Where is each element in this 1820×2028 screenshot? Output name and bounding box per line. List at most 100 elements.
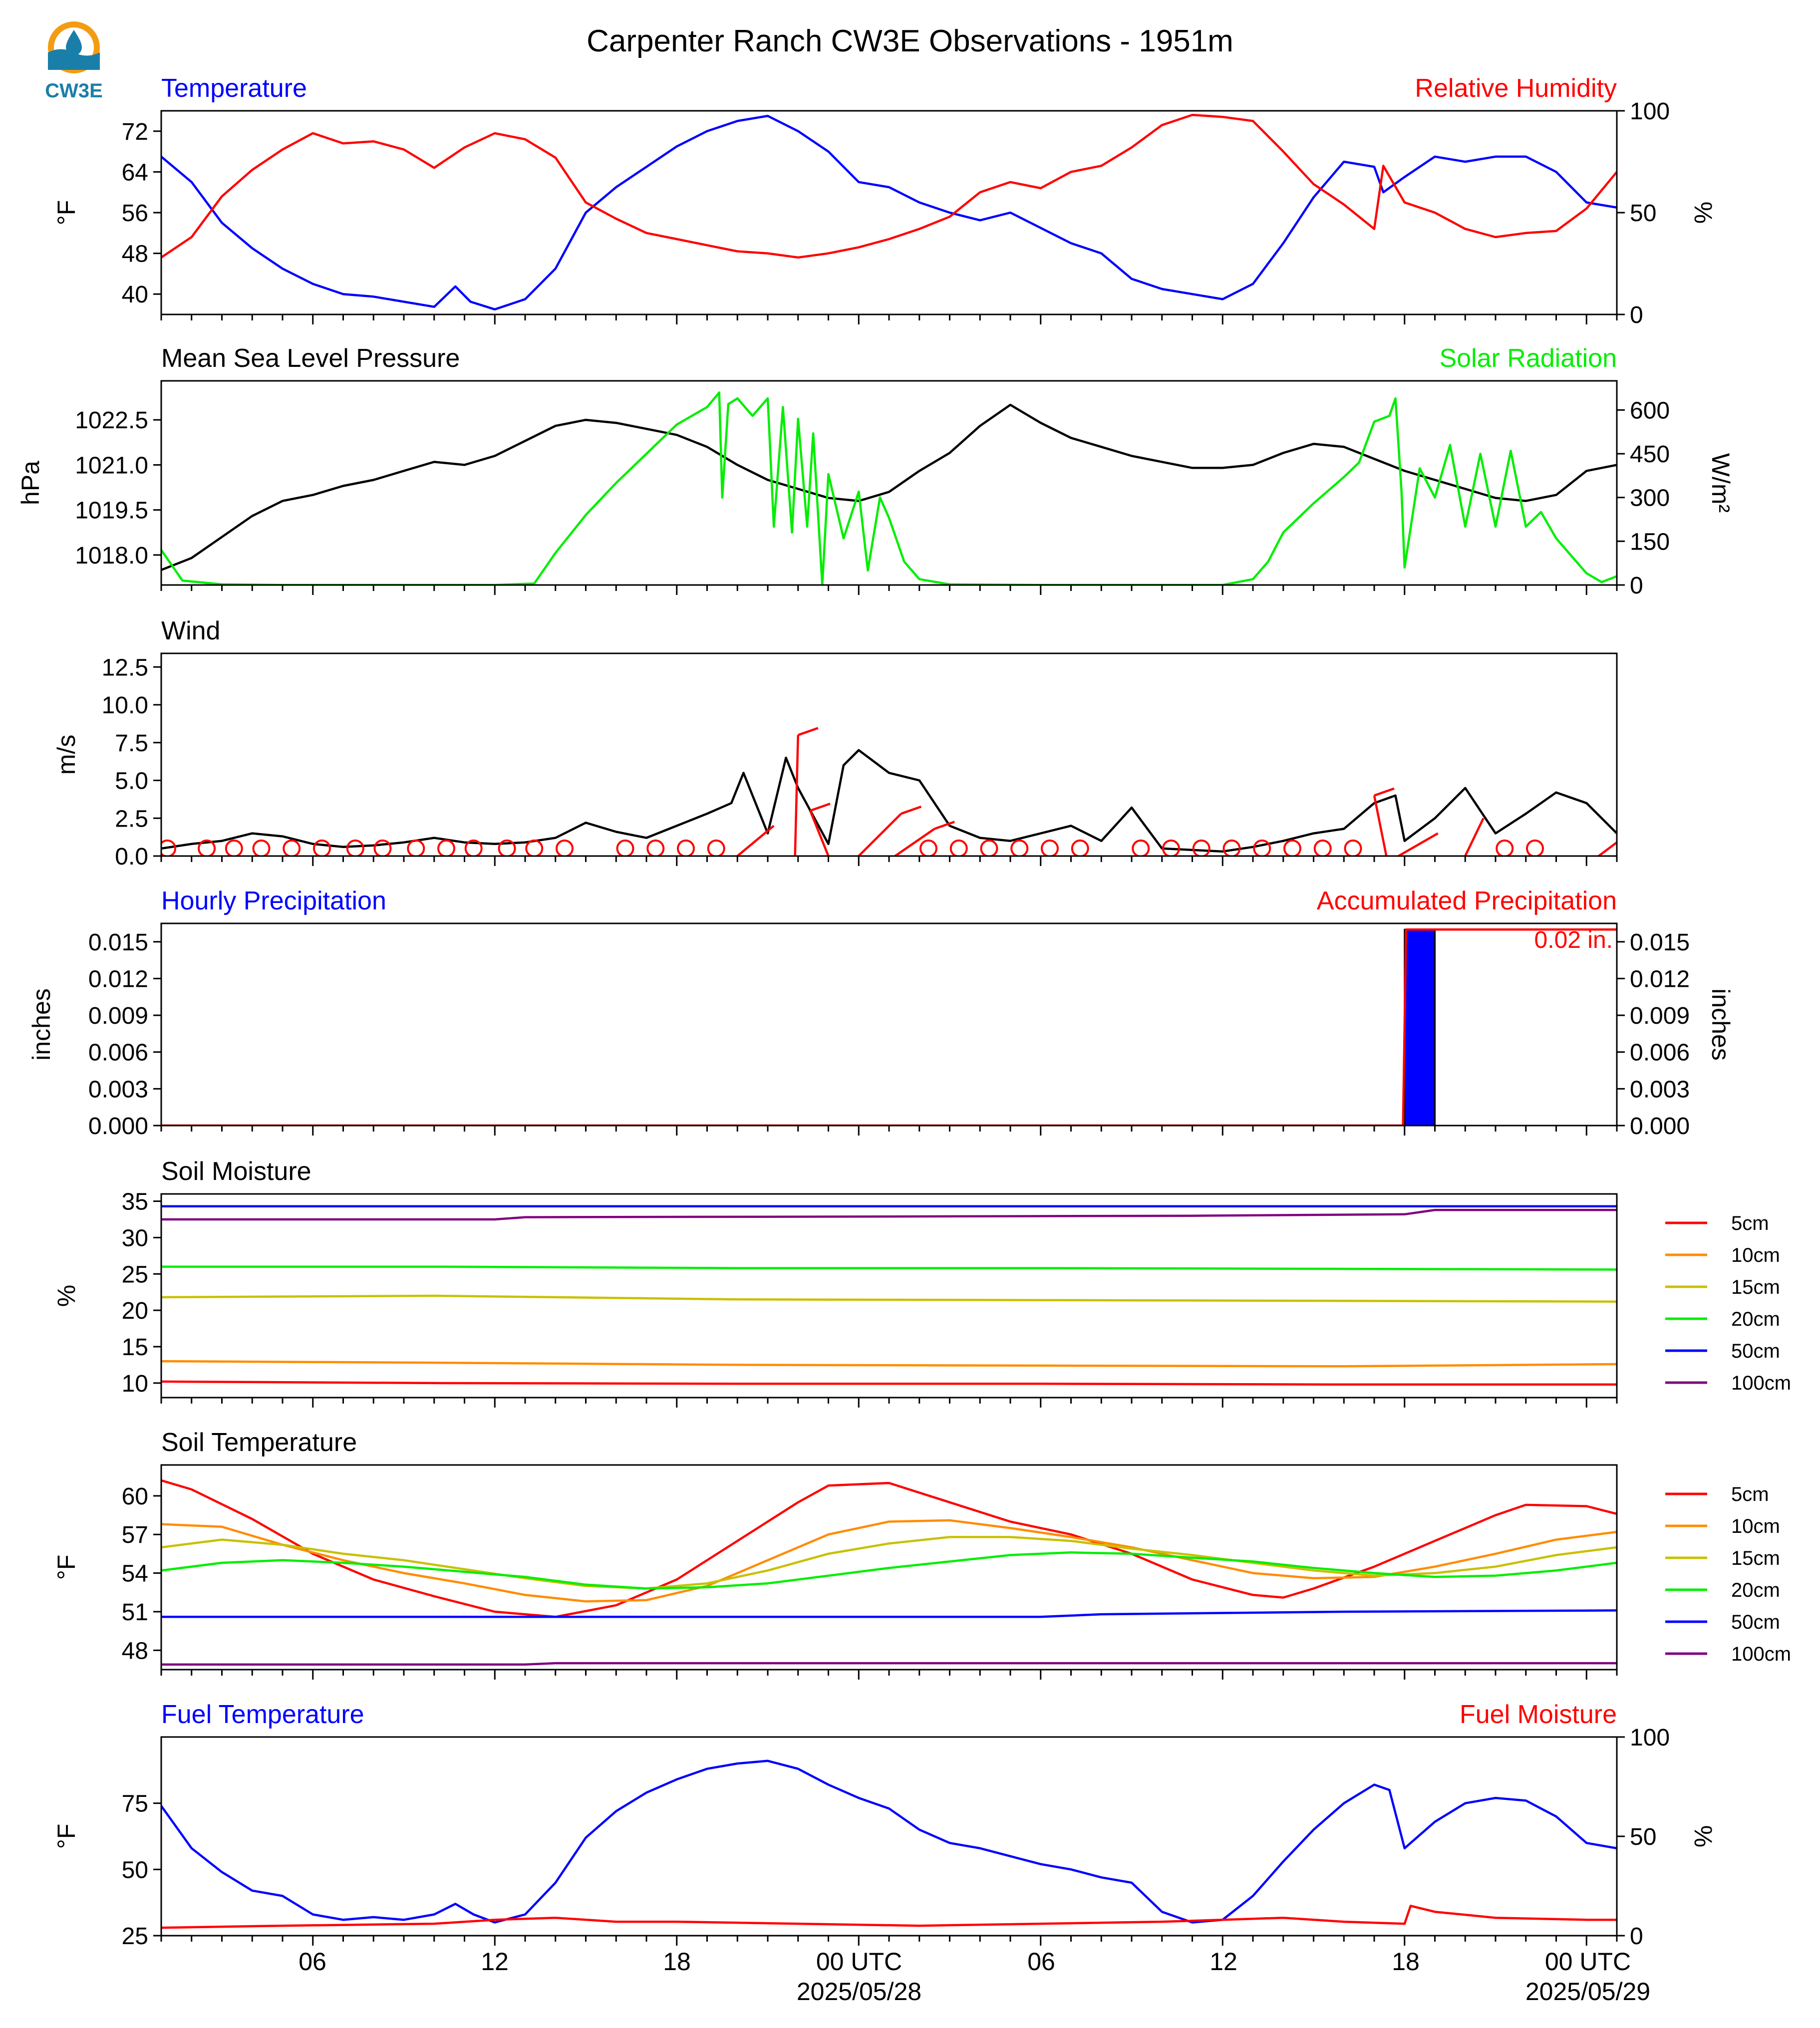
series-line-temperature <box>161 114 1617 311</box>
y-axis-label-left: inches <box>27 988 55 1061</box>
y-tick-label-right: 0.012 <box>1630 966 1690 992</box>
plot-area <box>161 1759 1617 1929</box>
y-axis-label-left: hPa <box>16 461 44 505</box>
panel-title-left: Hourly Precipitation <box>161 886 386 915</box>
precip-bar <box>1404 928 1436 1126</box>
y-tick-label-right: 0.003 <box>1630 1076 1690 1103</box>
date-label: 2025/05/28 <box>797 1978 921 2006</box>
plot-area <box>161 727 1617 856</box>
calm-wind-circle <box>1313 839 1332 856</box>
calm-wind-circle <box>555 839 574 856</box>
y-tick-label-left: 50 <box>122 1857 148 1883</box>
y-tick-label-left: 1019.5 <box>75 498 148 524</box>
legend-label: 50cm <box>1731 1340 1780 1362</box>
y-tick-label-left: 57 <box>122 1522 148 1548</box>
wind-barb-shaft <box>809 810 830 856</box>
y-tick-label-left: 0.000 <box>88 1113 148 1140</box>
y-tick-label-left: 72 <box>122 119 148 145</box>
panel-title-left: Fuel Temperature <box>161 1700 364 1729</box>
y-axis-label-left: % <box>52 1285 80 1307</box>
y-axis-label-right: % <box>1689 1825 1717 1847</box>
y-tick-label-left: 25 <box>122 1261 148 1288</box>
calm-wind-circle <box>949 839 968 856</box>
legend: 5cm 10cm 15cm 20cm 50cm 100cm <box>1665 1212 1791 1394</box>
y-tick-label-left: 1022.5 <box>75 407 148 434</box>
time-tick-label: 06 <box>299 1948 326 1976</box>
wind-barb-shaft <box>736 825 775 856</box>
calm-wind-circle <box>980 839 998 856</box>
y-tick-label-left: 10.0 <box>102 692 148 719</box>
chart-panel-wind: Wind 12.5 10.0 7.5 5.0 2.5 0.0 m/s <box>52 616 1618 870</box>
wind-barb-shaft <box>1373 795 1388 856</box>
panel-title-left: Mean Sea Level Pressure <box>161 344 460 373</box>
calm-wind-circle <box>283 839 301 856</box>
wind-barb-shaft <box>794 735 799 856</box>
y-tick-label-left: 0.0 <box>115 844 148 870</box>
panels-group: Temperature Relative Humidity 72 64 56 48 40 10… <box>16 74 1791 1950</box>
series-line-20cm <box>161 1265 1617 1271</box>
series-line-accumulated-precipitation <box>161 928 1617 1126</box>
wind-barb-flag <box>901 806 922 815</box>
calm-wind-circle <box>525 839 544 856</box>
legend: 5cm 10cm 15cm 20cm 50cm 100cm <box>1665 1483 1791 1665</box>
series-line-100cm <box>161 1208 1617 1221</box>
y-axis-label-left: °F <box>52 1824 80 1849</box>
date-label: 2025/05/29 <box>1525 1978 1650 2006</box>
y-tick-label-right: 450 <box>1630 441 1670 468</box>
y-tick-label-right: 0 <box>1630 1923 1643 1950</box>
panel-title-right: Accumulated Precipitation <box>1317 886 1617 915</box>
y-tick-label-left: 48 <box>122 1638 148 1664</box>
time-tick-label: 00 UTC <box>1545 1948 1631 1976</box>
y-tick-label-left: 54 <box>122 1561 148 1587</box>
time-tick-label: 18 <box>1392 1948 1420 1976</box>
y-tick-label-left: 51 <box>122 1599 148 1626</box>
calm-wind-circle <box>1071 839 1089 856</box>
y-tick-label-right: 300 <box>1630 485 1670 512</box>
y-axis-label-right: inches <box>1707 988 1735 1061</box>
calm-wind-circle <box>198 839 216 856</box>
y-tick-label-right: 100 <box>1630 1725 1670 1751</box>
calm-wind-circle <box>373 839 392 856</box>
calm-wind-circle <box>1040 839 1059 856</box>
y-tick-label-left: 0.009 <box>88 1003 148 1029</box>
calm-wind-circle <box>498 839 516 856</box>
wind-barb-flag <box>810 802 831 812</box>
legend-label: 15cm <box>1731 1547 1780 1569</box>
series-line-fuel-moisture <box>161 1905 1617 1929</box>
legend-label: 100cm <box>1731 1643 1791 1665</box>
chart-panel-precip: Hourly Precipitation Accumulated Precipit… <box>27 886 1735 1140</box>
time-tick-label: 12 <box>481 1948 509 1976</box>
y-tick-label-left: 20 <box>122 1298 148 1324</box>
series-line-fuel-temperature <box>161 1759 1617 1924</box>
wind-barb-shaft <box>1598 841 1617 856</box>
y-axis-label-right: W/m² <box>1707 453 1735 513</box>
plot-frame <box>160 1736 1618 1937</box>
series-line-wind-speed <box>161 749 1617 853</box>
panel-title-right: Relative Humidity <box>1415 74 1617 103</box>
series-line-20cm <box>161 1551 1617 1590</box>
panel-title-left: Temperature <box>161 74 307 103</box>
y-tick-label-right: 0.006 <box>1630 1040 1690 1066</box>
chart-panel-fuel: Fuel Temperature Fuel Moisture 75 50 25 100 50… <box>52 1700 1717 1950</box>
y-tick-label-left: 10 <box>122 1371 148 1397</box>
y-tick-label-left: 1021.0 <box>75 452 148 479</box>
chart-panel-pressure-solar: Mean Sea Level Pressure Solar Radiation 10… <box>16 344 1735 599</box>
y-tick-label-right: 0.015 <box>1630 929 1690 956</box>
series-line-10cm <box>161 1360 1617 1368</box>
series-line-mean-sea-level-pressure <box>161 403 1617 571</box>
calm-wind-circle <box>1525 839 1544 856</box>
y-tick-label-right: 0.009 <box>1630 1003 1690 1029</box>
legend-label: 20cm <box>1731 1308 1780 1330</box>
y-tick-label-left: 0.003 <box>88 1076 148 1103</box>
y-tick-label-left: 12.5 <box>102 654 148 681</box>
calm-wind-circle <box>1283 839 1301 856</box>
panel-title-right: Solar Radiation <box>1439 344 1617 373</box>
y-axis-label-left: °F <box>52 1555 80 1580</box>
y-tick-label-left: 0.012 <box>88 966 148 992</box>
series-line-10cm <box>161 1519 1617 1603</box>
calm-wind-circle <box>1162 839 1180 856</box>
y-tick-label-left: 7.5 <box>115 730 148 757</box>
wind-barb-shaft <box>894 828 935 856</box>
y-tick-label-right: 600 <box>1630 397 1670 424</box>
calm-wind-circle <box>1253 839 1271 856</box>
